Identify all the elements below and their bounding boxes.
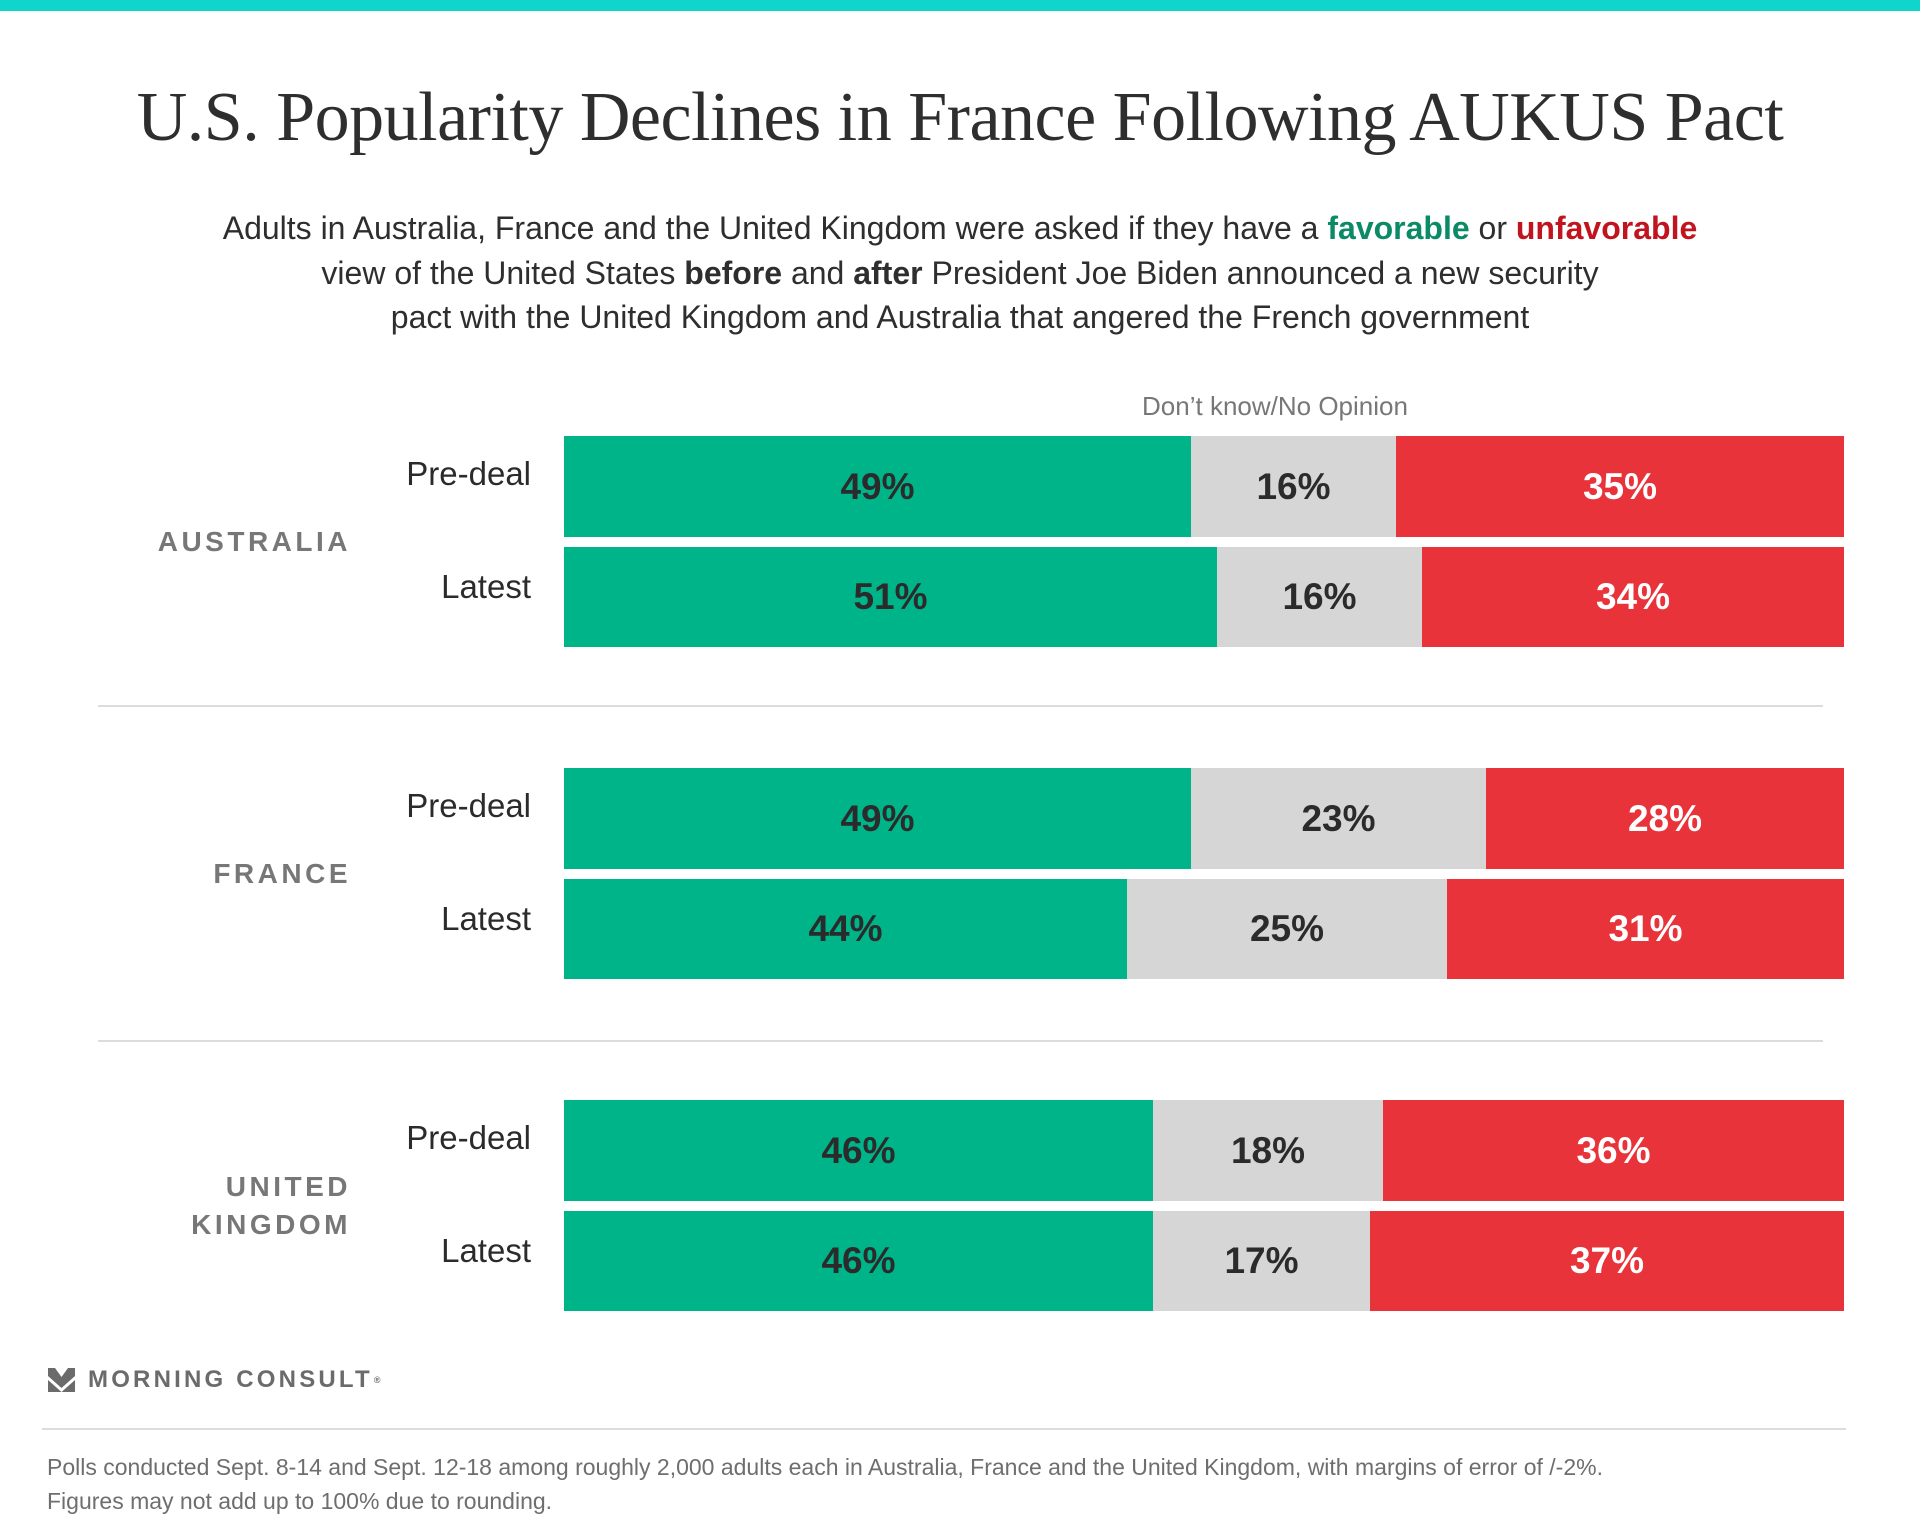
bar-value-label: 23% xyxy=(1301,797,1376,839)
bar-value-label: 36% xyxy=(1576,1129,1651,1171)
logo-text: MORNING CONSULT® xyxy=(88,1366,384,1394)
stacked-bar: 44% 25% 31% xyxy=(564,879,1844,979)
subtitle-line-3: pact with the United Kingdom and Austral… xyxy=(390,299,1530,335)
chart-title: U.S. Popularity Declines in France Follo… xyxy=(136,79,1784,156)
bar-value-label: 16% xyxy=(1256,465,1331,507)
favorable-highlight: favorable xyxy=(1327,210,1470,246)
favorable-segment: 46% xyxy=(564,1100,1153,1201)
dont-know-segment: 25% xyxy=(1127,879,1447,979)
country-label: UNITED KINGDOM xyxy=(60,1168,351,1244)
row-label: Pre-deal xyxy=(406,787,531,824)
bar-value-label: 16% xyxy=(1282,576,1357,617)
subtitle-line-1: Adults in Australia, France and the Unit… xyxy=(60,206,1860,251)
footer-note-line-1: Polls conducted Sept. 8-14 and Sept. 12-… xyxy=(47,1454,1603,1480)
bar-value-label: 28% xyxy=(1627,797,1703,839)
bar-value-label: 46% xyxy=(821,1129,896,1171)
bar-value-label: 35% xyxy=(1582,465,1658,507)
stacked-bar: 46% 17% 37% xyxy=(564,1211,1844,1311)
footer-note-line-2: Figures may not add up to 100% due to ro… xyxy=(47,1488,553,1514)
row-label: Pre-deal xyxy=(406,1119,531,1156)
dont-know-segment: 18% xyxy=(1153,1100,1383,1201)
country-label-line: KINGDOM xyxy=(191,1209,351,1240)
footer-notes: Polls conducted Sept. 8-14 and Sept. 12-… xyxy=(47,1450,1867,1518)
footer-divider xyxy=(42,1428,1846,1430)
favorable-segment: 49% xyxy=(564,436,1191,537)
dont-know-segment: 16% xyxy=(1217,547,1422,647)
logo-wordmark: MORNING CONSULT xyxy=(88,1366,373,1393)
group-divider xyxy=(98,705,1823,707)
unfavorable-segment: 36% xyxy=(1383,1100,1844,1201)
bar-value-label: 49% xyxy=(840,797,915,839)
stacked-bar: 51% 16% 34% xyxy=(564,547,1844,647)
subtitle-text: Adults in Australia, France and the Unit… xyxy=(222,210,1328,246)
favorable-segment: 51% xyxy=(564,547,1217,647)
after-highlight: after xyxy=(853,254,923,291)
country-label-line: AUSTRALIA xyxy=(157,526,351,557)
favorable-segment: 46% xyxy=(564,1211,1153,1311)
bar-value-label: 49% xyxy=(840,465,915,507)
bar-value-label: 31% xyxy=(1608,908,1683,949)
stacked-bar: 49% 23% 28% xyxy=(564,768,1844,869)
bar-value-label: 25% xyxy=(1249,908,1325,949)
bar-value-label: 46% xyxy=(821,1240,896,1281)
registered-mark: ® xyxy=(373,1375,384,1385)
unfavorable-segment: 37% xyxy=(1370,1211,1844,1311)
unfavorable-highlight: unfavorable xyxy=(1515,210,1698,246)
dont-know-segment: 17% xyxy=(1153,1211,1370,1311)
bar-value-label: 37% xyxy=(1569,1240,1645,1281)
subtitle-text: view of the United States xyxy=(321,254,685,291)
group-divider xyxy=(98,1040,1823,1042)
country-label: AUSTRALIA xyxy=(60,523,351,561)
subtitle-line-2: view of the United States before and aft… xyxy=(60,251,1860,296)
dont-know-segment: 16% xyxy=(1191,436,1396,537)
bar-value-label: 17% xyxy=(1224,1240,1299,1281)
favorable-segment: 44% xyxy=(564,879,1127,979)
unfavorable-segment: 28% xyxy=(1486,768,1844,869)
row-label: Latest xyxy=(441,1232,531,1269)
stacked-bar: 49% 16% 35% xyxy=(564,436,1844,537)
row-label: Latest xyxy=(441,568,531,605)
morning-consult-m-icon xyxy=(48,1368,75,1392)
stacked-bar: 46% 18% 36% xyxy=(564,1100,1844,1201)
unfavorable-segment: 35% xyxy=(1396,436,1844,537)
row-label: Latest xyxy=(441,900,531,937)
dont-know-segment: 23% xyxy=(1191,768,1486,869)
bar-value-label: 34% xyxy=(1595,576,1671,617)
row-label: Pre-deal xyxy=(406,455,531,492)
subtitle-text: President Joe Biden announced a new secu… xyxy=(922,254,1599,291)
favorable-segment: 49% xyxy=(564,768,1191,869)
chart-subtitle: Adults in Australia, France and the Unit… xyxy=(60,206,1860,340)
morning-consult-logo: MORNING CONSULT® xyxy=(48,1366,384,1394)
subtitle-text: and xyxy=(782,254,854,291)
subtitle-text: or xyxy=(1469,210,1516,246)
top-accent-bar xyxy=(0,0,1920,11)
bar-value-label: 44% xyxy=(808,908,883,949)
unfavorable-segment: 31% xyxy=(1447,879,1844,979)
country-label: FRANCE xyxy=(60,855,351,893)
country-label-line: UNITED xyxy=(225,1171,351,1202)
dont-know-legend-label: Don’t know/No Opinion xyxy=(1142,391,1408,421)
bar-value-label: 18% xyxy=(1230,1129,1306,1171)
unfavorable-segment: 34% xyxy=(1422,547,1844,647)
country-label-line: FRANCE xyxy=(213,858,351,889)
bar-value-label: 51% xyxy=(853,576,928,617)
before-highlight: before xyxy=(684,254,783,291)
